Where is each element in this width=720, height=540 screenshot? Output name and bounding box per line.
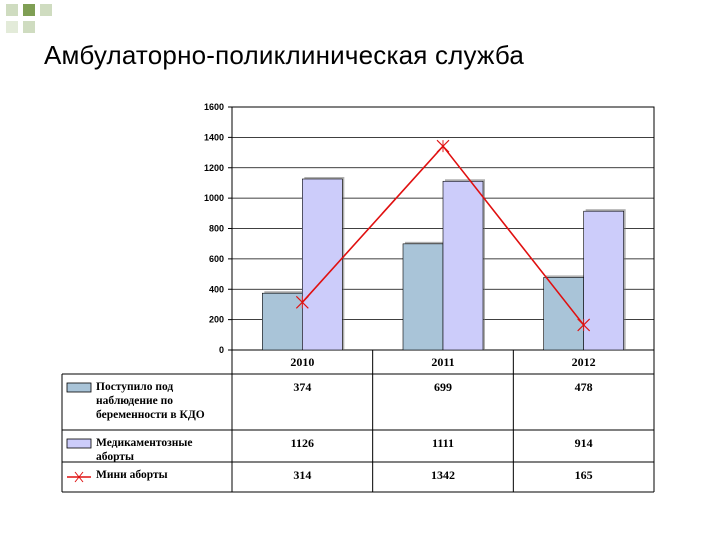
bars xyxy=(262,176,626,351)
data-table-value: 314 xyxy=(293,468,311,482)
legend-label: Медикаментозные xyxy=(96,437,192,449)
corner-decoration xyxy=(6,4,52,33)
data-table-value: 1111 xyxy=(432,436,454,450)
line-marker xyxy=(295,295,309,309)
y-tick-label: 1200 xyxy=(204,163,224,173)
deco-square xyxy=(23,21,35,33)
y-tick-label: 0 xyxy=(219,345,224,355)
legend-label: Поступило под xyxy=(96,381,173,393)
data-table-value: 478 xyxy=(575,380,593,394)
legend-key xyxy=(74,471,84,483)
bar xyxy=(442,180,484,351)
data-table-value: 1342 xyxy=(431,468,455,482)
data-table-value: 374 xyxy=(293,380,311,394)
line-marker xyxy=(577,318,591,332)
deco-square xyxy=(40,4,52,16)
y-tick-label: 600 xyxy=(209,254,224,264)
deco-square xyxy=(6,21,18,33)
x-category-label: 2011 xyxy=(431,355,454,369)
legend-key xyxy=(66,382,92,393)
data-table: 2010 2011 2012 Поступило под наблюдение по бе… xyxy=(61,350,655,493)
y-tick-label: 1000 xyxy=(204,193,224,203)
y-tick-label: 800 xyxy=(209,224,224,234)
line-series xyxy=(295,139,591,332)
y-tick-label: 400 xyxy=(209,284,224,294)
x-category-label: 2012 xyxy=(572,355,596,369)
bar xyxy=(543,277,584,351)
line-marker xyxy=(436,139,450,153)
data-table-value: 165 xyxy=(575,468,593,482)
bar xyxy=(262,292,303,351)
x-category-label: 2010 xyxy=(290,355,314,369)
bar xyxy=(583,210,624,351)
legend-label: беременности в КДО xyxy=(96,409,205,421)
legend-label: Мини аборты xyxy=(96,469,168,481)
data-table-value: 1126 xyxy=(291,436,314,450)
page-title: Амбулаторно-поликлиническая служба xyxy=(44,40,525,70)
legend-label: аборты xyxy=(96,451,134,463)
y-tick-label: 1400 xyxy=(204,132,224,142)
legend-label: наблюдение по xyxy=(96,395,173,407)
deco-square xyxy=(23,4,35,16)
y-tick-label: 200 xyxy=(209,315,224,325)
y-tick-label: 1600 xyxy=(204,102,224,112)
data-table-value: 699 xyxy=(434,380,452,394)
legend-key xyxy=(66,438,92,449)
y-axis-ticks: 1600 1400 1200 1000 800 600 400 200 0 xyxy=(204,102,232,355)
deco-square xyxy=(6,4,18,16)
data-table-value: 914 xyxy=(575,436,593,450)
bar xyxy=(402,243,444,351)
